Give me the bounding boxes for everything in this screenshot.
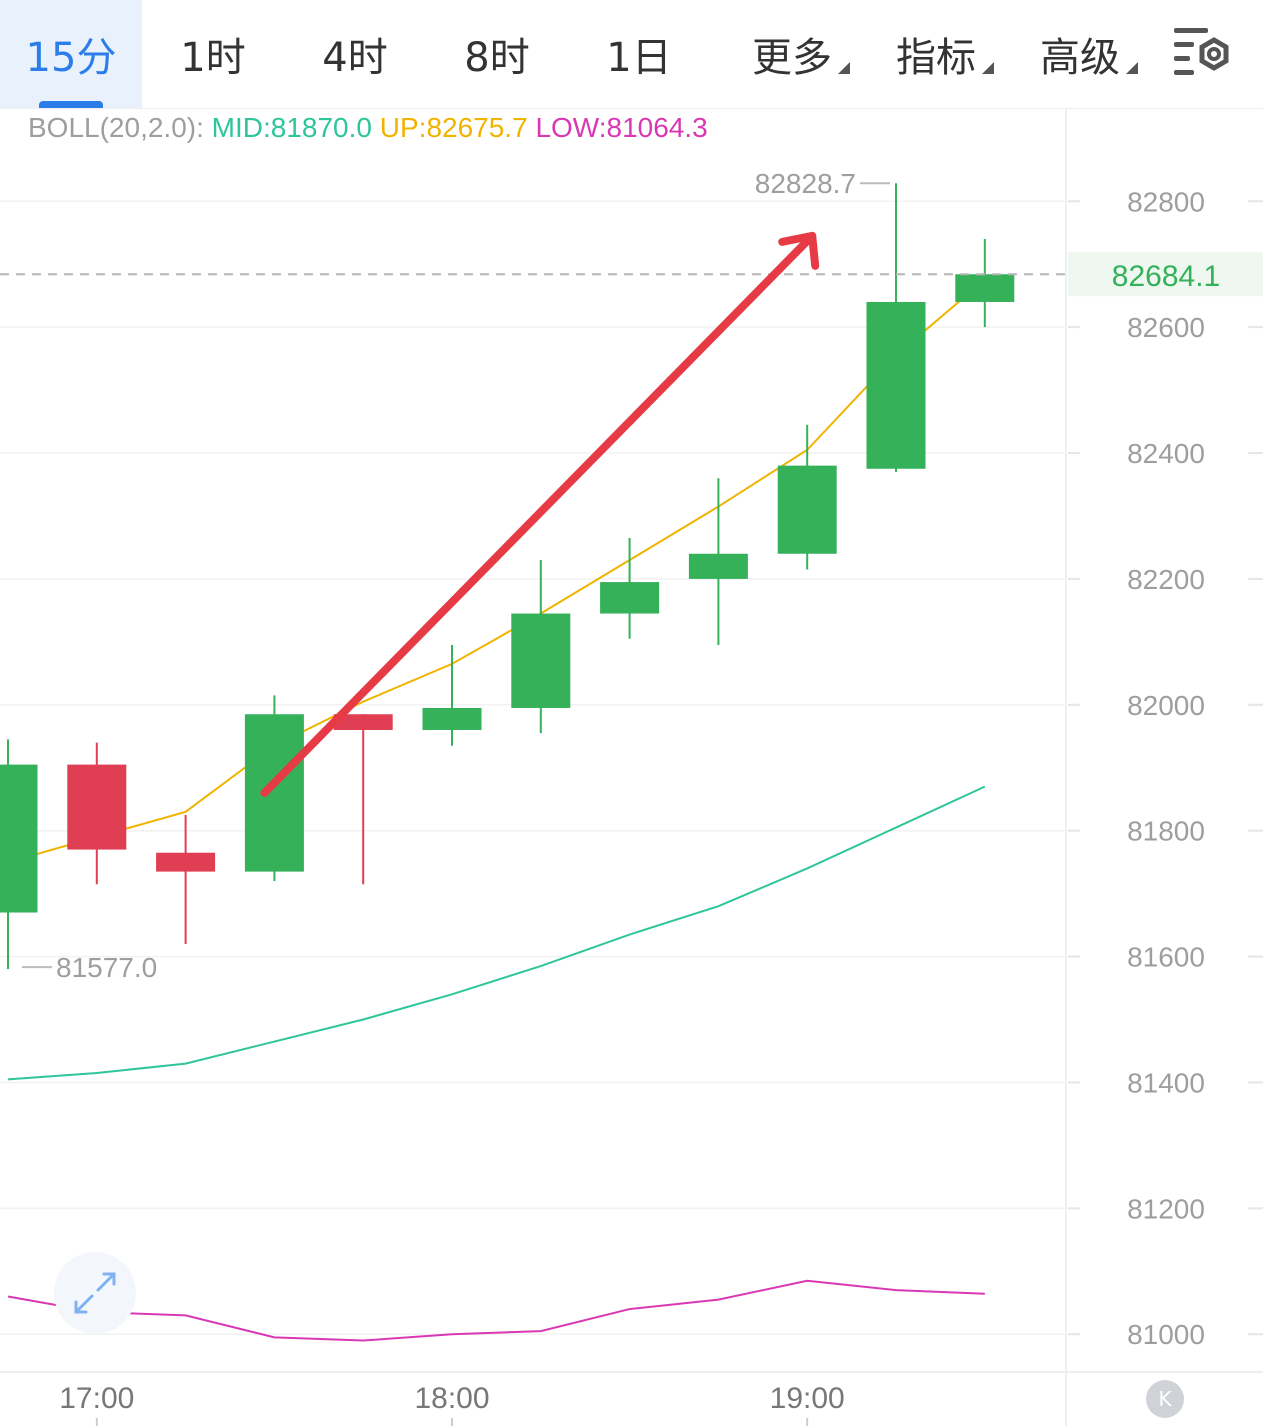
tab-8hour[interactable]: 8时 [426, 0, 568, 108]
tab-1day[interactable]: 1日 [568, 0, 710, 108]
chart-settings-gear-icon[interactable] [1168, 22, 1238, 84]
y-axis-tick-label: 82200 [1127, 564, 1205, 595]
k-button-label: K [1158, 1387, 1172, 1411]
active-tab-indicator [39, 101, 103, 108]
dropdown-triangle-icon [1126, 62, 1138, 74]
min-price-label: 81577.0 [56, 952, 157, 983]
candle-body [244, 714, 304, 872]
tab-advanced[interactable]: 高级 [1018, 0, 1142, 108]
y-axis-tick-label: 82800 [1127, 186, 1205, 217]
x-axis-tick-label: 17:00 [59, 1382, 134, 1415]
candle-body [688, 553, 748, 579]
expand-arrows-icon [74, 1272, 116, 1314]
boll-mid-line [7, 785, 986, 1081]
boll-mid-value: MID:81870.0 [211, 112, 372, 143]
dropdown-triangle-icon [838, 62, 850, 74]
y-axis-tick-label: 81000 [1127, 1319, 1205, 1350]
boll-low-line [7, 1279, 985, 1342]
current-price-tag [1068, 252, 1263, 297]
boll-legend: BOLL(20,2.0): MID:81870.0 UP:82675.7 LOW… [28, 112, 708, 144]
tab-label: 15分 [25, 35, 117, 81]
trend-arrow-line [260, 231, 817, 797]
tab-4hour[interactable]: 4时 [284, 0, 426, 108]
candle-body [866, 301, 926, 469]
boll-up-value: UP:82675.7 [379, 112, 528, 143]
dropdown-triangle-icon [982, 62, 994, 74]
boll-legend-label: BOLL(20,2.0): [28, 112, 204, 143]
k-button[interactable]: K [1146, 1380, 1184, 1418]
y-axis-tick-label: 81800 [1127, 816, 1205, 847]
y-axis-tick-label: 82400 [1127, 438, 1205, 469]
tab-label: 1日 [606, 35, 672, 81]
candle-body [600, 582, 660, 614]
tab-label: 更多 [752, 35, 832, 81]
candle-body [955, 274, 1015, 302]
candle-body [511, 613, 571, 708]
tab-label: 8时 [464, 35, 530, 81]
candle-body [422, 707, 482, 730]
candle-body [156, 852, 216, 872]
expand-chart-button[interactable] [54, 1252, 136, 1334]
tab-label: 指标 [896, 35, 976, 81]
y-axis-tick-label: 82600 [1127, 312, 1205, 343]
tab-indicators[interactable]: 指标 [874, 0, 998, 108]
y-axis-tick-label: 81200 [1127, 1193, 1205, 1224]
candle-body [777, 465, 837, 554]
tab-1hour[interactable]: 1时 [142, 0, 284, 108]
tab-15min[interactable]: 15分 [0, 0, 142, 108]
y-axis-tick-label: 82000 [1127, 690, 1205, 721]
current-price-label: 82684.1 [1112, 260, 1220, 293]
x-axis-tick-label: 18:00 [414, 1382, 489, 1415]
y-axis-tick-label: 81400 [1127, 1067, 1205, 1098]
y-axis-tick-label: 81600 [1127, 942, 1205, 973]
trend-arrow-head [778, 231, 820, 270]
timeframe-tab-bar: 15分 1时 4时 8时 1日 更多 指标 高级 [0, 0, 1263, 109]
candle-body [0, 764, 38, 913]
boll-up-line [7, 278, 986, 864]
candle-body [67, 764, 127, 850]
tab-label: 1时 [180, 35, 246, 81]
boll-low-value: LOW:81064.3 [535, 112, 708, 143]
tab-label: 高级 [1040, 35, 1120, 81]
max-price-label: 82828.7 [755, 168, 856, 199]
x-axis-tick-label: 19:00 [770, 1382, 845, 1415]
tab-more[interactable]: 更多 [730, 0, 854, 108]
candle-body [333, 714, 393, 730]
tab-label: 4时 [322, 35, 388, 81]
